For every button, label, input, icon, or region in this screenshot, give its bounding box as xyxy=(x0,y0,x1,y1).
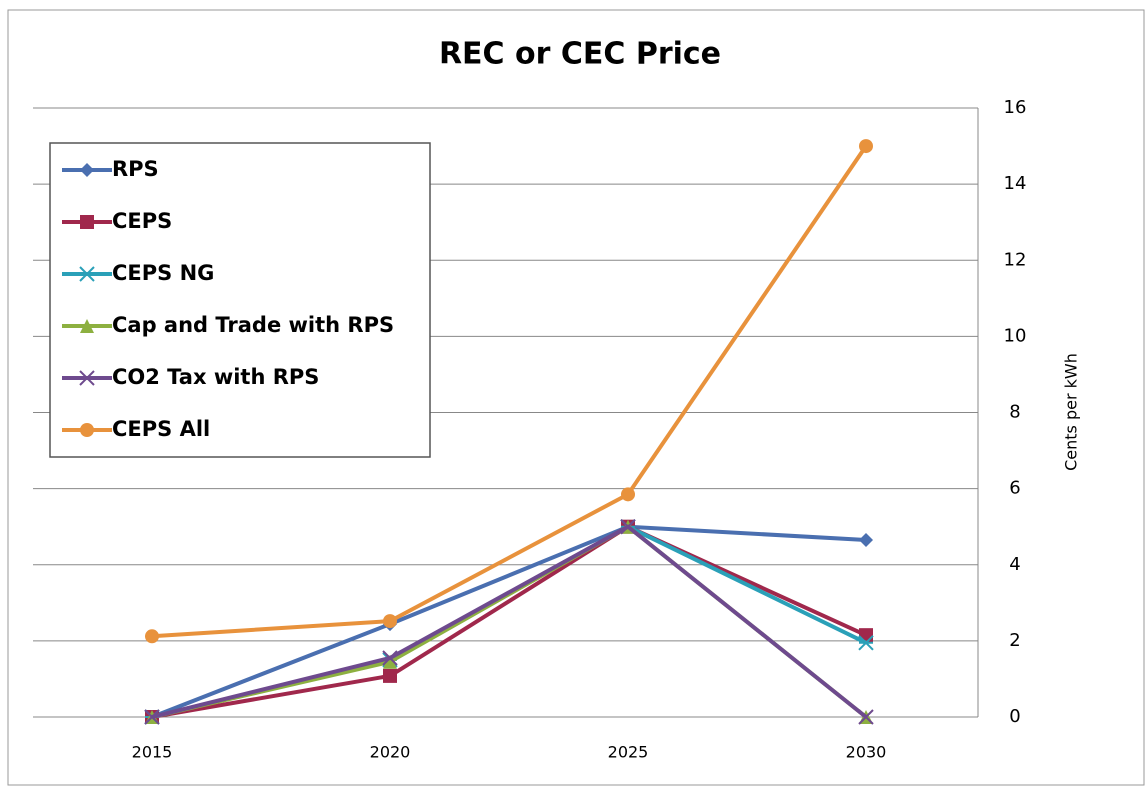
series-line xyxy=(151,144,868,639)
marker xyxy=(621,487,635,502)
series-line xyxy=(151,524,867,719)
chart-border xyxy=(7,9,1145,786)
x-tick-label: 2020 xyxy=(370,743,411,762)
legend-box xyxy=(49,142,431,458)
marker xyxy=(859,139,873,154)
y-axis-label: Cents per kWh xyxy=(1062,353,1081,471)
legend-label: CEPS NG xyxy=(112,261,214,285)
y-tick-label: 4 xyxy=(1009,554,1020,575)
legend-label: CO2 Tax with RPS xyxy=(112,365,319,389)
marker xyxy=(80,215,94,229)
x-tick-label: 2025 xyxy=(608,743,649,762)
marker xyxy=(858,709,874,725)
legend-label: Cap and Trade with RPS xyxy=(112,313,394,337)
y-tick-label: 6 xyxy=(1009,478,1020,499)
legend-label: CEPS xyxy=(112,209,172,233)
marker xyxy=(383,654,397,669)
y-tick-label: 10 xyxy=(1004,325,1027,346)
y-tick-label: 2 xyxy=(1009,630,1020,651)
y-tick-label: 12 xyxy=(1004,249,1027,270)
chart-title: REC or CEC Price xyxy=(439,37,721,72)
marker xyxy=(383,668,397,683)
y-tick-label: 0 xyxy=(1009,706,1020,727)
y-tick-label: 16 xyxy=(1004,97,1027,118)
marker xyxy=(144,709,160,725)
marker xyxy=(80,319,94,333)
series-line xyxy=(151,524,868,719)
x-tick-label: 2030 xyxy=(846,743,887,762)
marker xyxy=(620,518,636,535)
legend-label: CEPS All xyxy=(112,417,210,441)
marker xyxy=(80,163,94,177)
y-tick-label: 14 xyxy=(1004,173,1027,194)
x-tick-label: 2015 xyxy=(132,743,173,762)
marker xyxy=(79,370,95,386)
legend-label: RPS xyxy=(112,157,159,181)
marker xyxy=(79,266,95,282)
marker xyxy=(859,533,873,548)
marker xyxy=(80,423,94,437)
marker xyxy=(382,650,398,666)
y-tick-label: 8 xyxy=(1009,402,1020,423)
series-line xyxy=(151,524,867,719)
marker xyxy=(383,614,397,629)
marker xyxy=(858,635,874,651)
marker xyxy=(145,629,159,644)
